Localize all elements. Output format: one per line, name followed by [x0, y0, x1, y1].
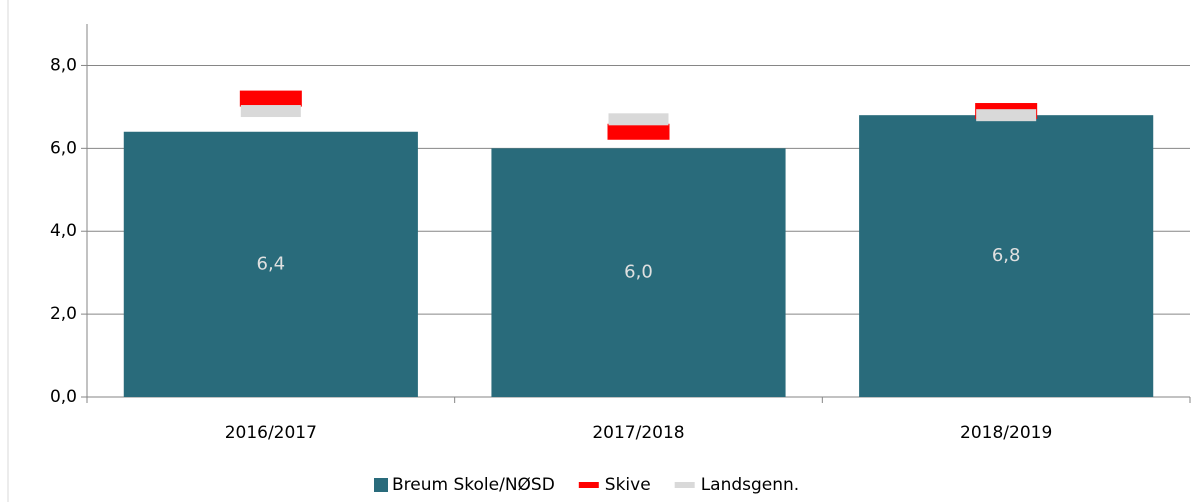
bar: [491, 148, 786, 397]
x-tick-label: 2016/2017: [225, 423, 317, 443]
legend-swatch: [374, 478, 388, 492]
x-tick-label: 2018/2019: [960, 423, 1052, 443]
legend-label: Skive: [605, 475, 651, 495]
value-label: 6,8: [992, 245, 1021, 266]
legend-label: Landsgenn.: [701, 475, 800, 495]
y-tick-label: 4,0: [50, 221, 77, 241]
value-label: 6,4: [257, 253, 286, 274]
bar: [859, 115, 1154, 397]
y-tick-label: 6,0: [50, 138, 77, 158]
value-label: 6,0: [624, 262, 653, 283]
y-tick-label: 2,0: [50, 304, 77, 324]
marker: [608, 113, 669, 126]
legend-label: Breum Skole/NØSD: [392, 475, 555, 495]
marker: [240, 105, 301, 118]
marker: [976, 109, 1037, 122]
y-tick-label: 0,0: [50, 387, 77, 407]
bar: [123, 131, 418, 397]
legend-swatch: [578, 482, 599, 488]
marker: [607, 123, 670, 140]
marker: [239, 90, 302, 107]
legend-swatch: [674, 482, 695, 488]
y-tick-label: 8,0: [50, 55, 77, 75]
x-tick-label: 2017/2018: [592, 423, 684, 443]
